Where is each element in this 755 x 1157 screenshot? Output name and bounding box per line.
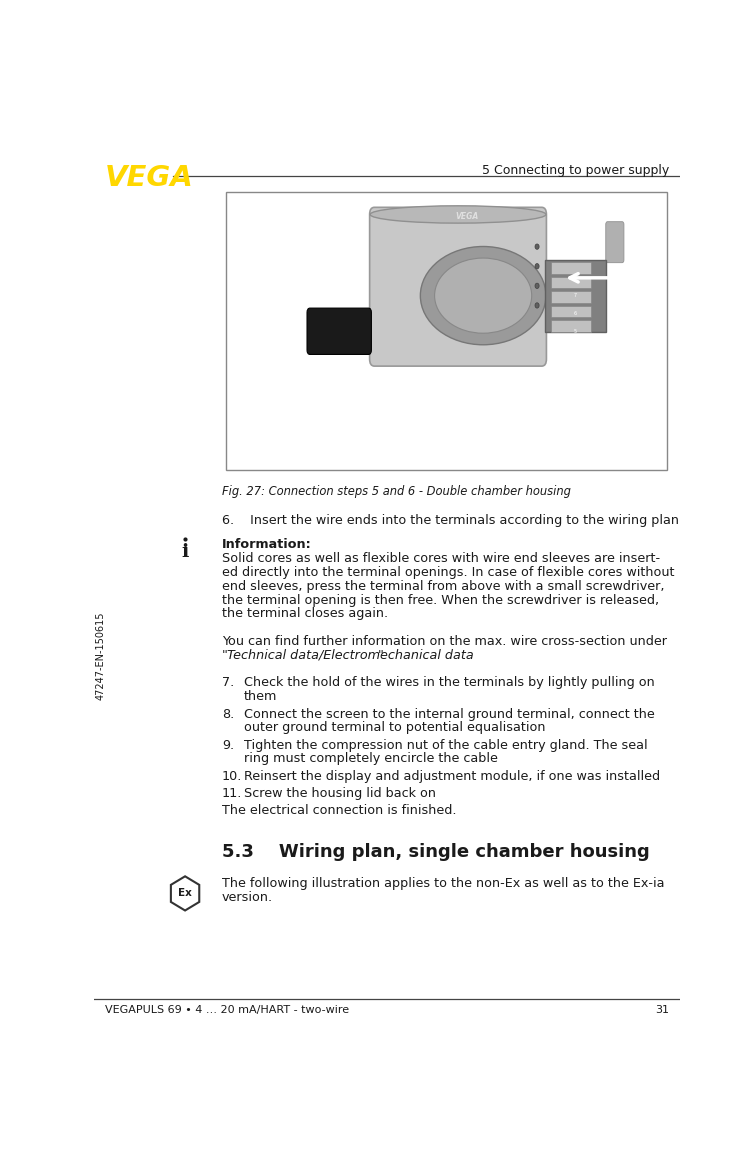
Text: VEGAPULS 69 • 4 … 20 mA/HART - two-wire: VEGAPULS 69 • 4 … 20 mA/HART - two-wire (105, 1004, 349, 1015)
Text: the terminal closes again.: the terminal closes again. (222, 607, 388, 620)
Text: Ex: Ex (178, 889, 192, 898)
FancyBboxPatch shape (551, 305, 591, 317)
Text: Fig. 27: Connection steps 5 and 6 - Double chamber housing: Fig. 27: Connection steps 5 and 6 - Doub… (222, 485, 571, 498)
Text: ed directly into the terminal openings. In case of flexible cores without: ed directly into the terminal openings. … (222, 566, 674, 578)
Text: You can find further information on the max. wire cross-section under: You can find further information on the … (222, 635, 667, 648)
Ellipse shape (435, 258, 532, 333)
Text: 5.3    Wiring plan, single chamber housing: 5.3 Wiring plan, single chamber housing (222, 842, 650, 861)
Ellipse shape (535, 283, 539, 288)
Text: 9.: 9. (222, 738, 234, 752)
Text: 47247-EN-150615: 47247-EN-150615 (95, 611, 105, 700)
Text: end sleeves, press the terminal from above with a small screwdriver,: end sleeves, press the terminal from abo… (222, 580, 664, 592)
Text: 6.    Insert the wire ends into the terminals according to the wiring plan: 6. Insert the wire ends into the termina… (222, 514, 679, 526)
Ellipse shape (370, 206, 546, 223)
FancyBboxPatch shape (226, 192, 667, 470)
FancyBboxPatch shape (551, 263, 591, 274)
Text: 6: 6 (574, 311, 577, 316)
Text: Technical data/Electromechanical data: Technical data/Electromechanical data (227, 649, 474, 662)
Text: 5: 5 (574, 329, 577, 334)
Text: i: i (181, 543, 189, 561)
FancyBboxPatch shape (370, 207, 547, 366)
Ellipse shape (535, 244, 539, 249)
Text: ": " (222, 649, 228, 662)
Ellipse shape (535, 303, 539, 308)
Text: them: them (244, 691, 278, 703)
Text: ": " (378, 649, 384, 662)
Text: 8.: 8. (222, 708, 234, 721)
Text: version.: version. (222, 891, 273, 904)
Text: 8: 8 (574, 275, 577, 280)
FancyBboxPatch shape (551, 277, 591, 288)
Text: Connect the screen to the internal ground terminal, connect the: Connect the screen to the internal groun… (244, 708, 655, 721)
Text: 31: 31 (655, 1004, 669, 1015)
Text: 5 Connecting to power supply: 5 Connecting to power supply (482, 164, 669, 177)
Ellipse shape (535, 264, 539, 268)
Text: the terminal opening is then free. When the screwdriver is released,: the terminal opening is then free. When … (222, 594, 659, 606)
Text: 10.: 10. (222, 769, 242, 782)
FancyBboxPatch shape (307, 308, 371, 354)
Text: VEGA: VEGA (105, 164, 193, 192)
Text: Tighten the compression nut of the cable entry gland. The seal: Tighten the compression nut of the cable… (244, 738, 648, 752)
Text: VEGA: VEGA (455, 212, 479, 221)
FancyBboxPatch shape (551, 292, 591, 303)
Text: The following illustration applies to the non-Ex as well as to the Ex-ia: The following illustration applies to th… (222, 877, 664, 891)
Text: 7: 7 (574, 293, 577, 299)
Text: outer ground terminal to potential equalisation: outer ground terminal to potential equal… (244, 721, 546, 735)
Text: The electrical connection is finished.: The electrical connection is finished. (222, 804, 457, 817)
FancyBboxPatch shape (606, 222, 624, 263)
FancyBboxPatch shape (551, 320, 591, 332)
Ellipse shape (421, 246, 546, 345)
Text: 7.: 7. (222, 677, 234, 690)
Text: Screw the housing lid back on: Screw the housing lid back on (244, 787, 436, 799)
FancyBboxPatch shape (544, 259, 606, 332)
Text: Check the hold of the wires in the terminals by lightly pulling on: Check the hold of the wires in the termi… (244, 677, 655, 690)
Text: Information:: Information: (222, 538, 312, 552)
Polygon shape (171, 876, 199, 911)
Text: ring must completely encircle the cable: ring must completely encircle the cable (244, 752, 498, 766)
Text: 11.: 11. (222, 787, 242, 799)
Text: Solid cores as well as flexible cores with wire end sleeves are insert-: Solid cores as well as flexible cores wi… (222, 552, 660, 565)
Text: Reinsert the display and adjustment module, if one was installed: Reinsert the display and adjustment modu… (244, 769, 661, 782)
